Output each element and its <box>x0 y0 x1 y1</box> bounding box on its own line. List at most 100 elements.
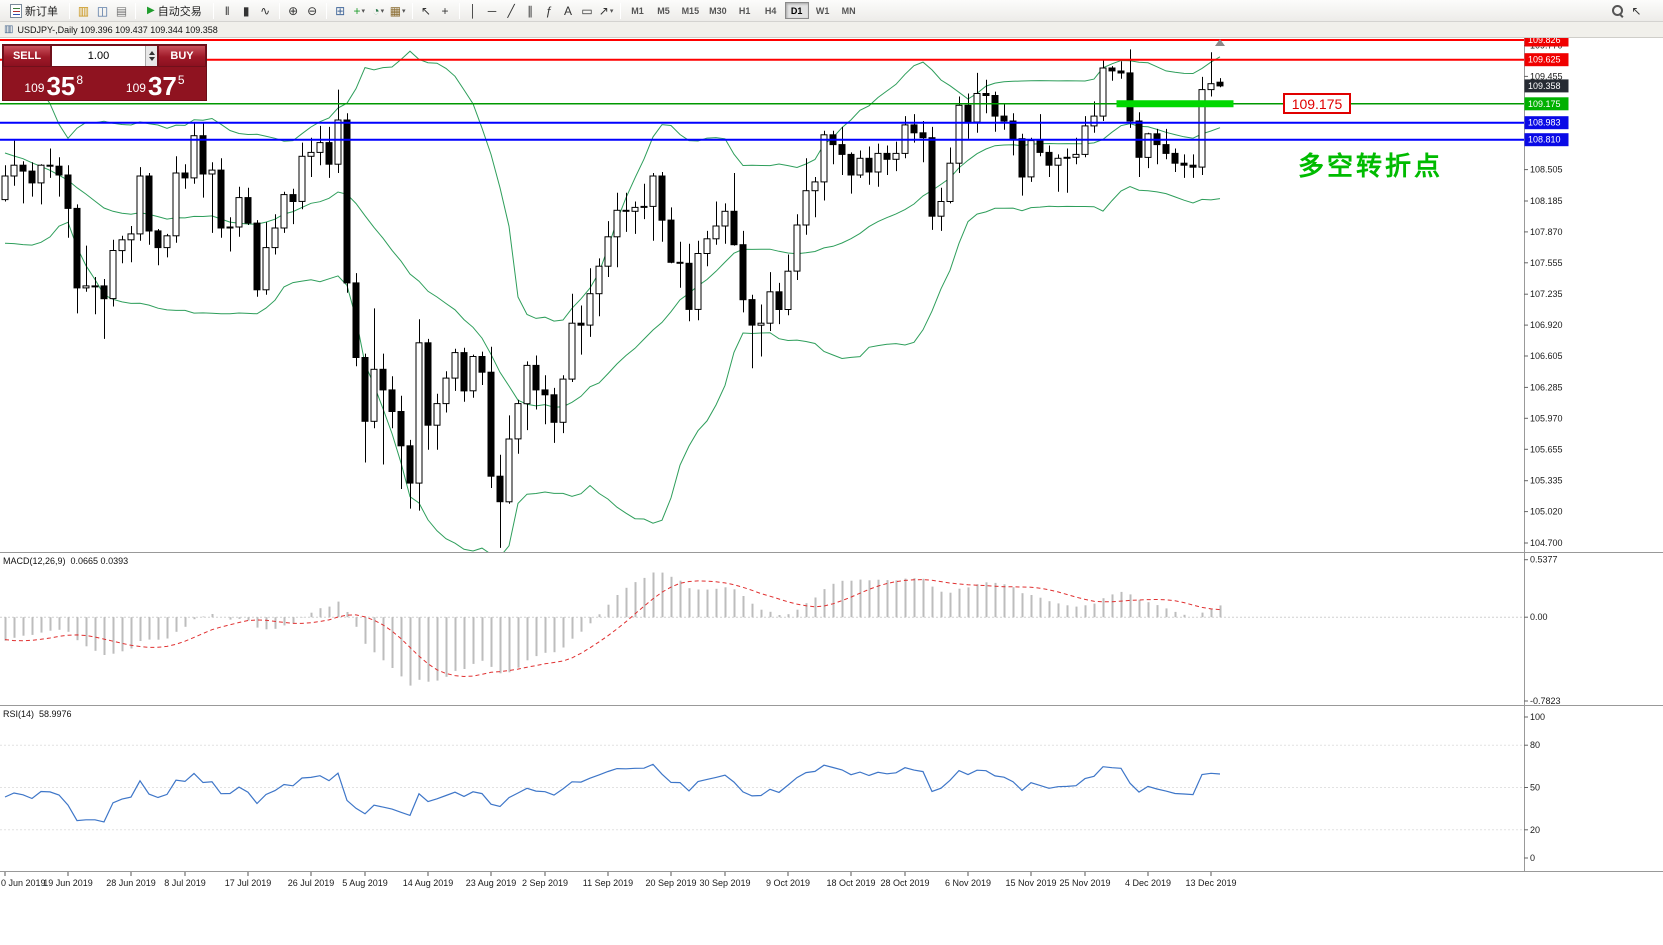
horizontal-line-icon[interactable]: ─ <box>487 3 497 18</box>
time-axis-label: 0 Jun 2019 <box>1 878 46 888</box>
toolbar-group-objects: │ ─ ╱ ∥ ƒ A ▭ ↗ ▾ <box>465 2 615 20</box>
dropdown-caret-icon: ▾ <box>361 7 365 15</box>
chart-window-icon: ▥ <box>4 24 14 35</box>
time-axis-label: 18 Oct 2019 <box>826 878 875 888</box>
rsi-indicator-label: RSI(14) 58.9976 <box>3 709 77 719</box>
time-axis-label: 2 Sep 2019 <box>522 878 568 888</box>
price-axis-badge <box>1524 133 1569 147</box>
price-axis-tick: 105.970 <box>1530 413 1563 423</box>
cursor-icon[interactable]: ↖ <box>421 3 432 18</box>
shapes-icon[interactable]: ↗ ▾ <box>598 3 614 18</box>
time-axis-label: 9 Oct 2019 <box>766 878 810 888</box>
zoom-out-icon[interactable]: ⊖ <box>307 3 318 18</box>
sell-price-prefix: 109 <box>24 81 45 95</box>
chart-window-icon[interactable]: ◫ <box>96 3 109 18</box>
volume-stepper[interactable] <box>145 46 157 66</box>
auto-trading-button[interactable]: ▶ 自动交易 <box>141 1 208 21</box>
toolbar-group-chart-type: ‖ ▮ ∿ <box>219 2 274 20</box>
time-axis-label: 28 Oct 2019 <box>880 878 929 888</box>
price-level-tag[interactable]: 109.175 <box>1283 93 1351 114</box>
timeframe-d1-button[interactable]: D1 <box>784 2 809 19</box>
timeframe-m15-button[interactable]: M15 <box>678 2 704 19</box>
rsi-axis-tick: 50 <box>1530 783 1540 793</box>
price-axis-tick: 108.505 <box>1530 165 1563 175</box>
tile-windows-icon[interactable]: ⊞ <box>335 3 346 18</box>
time-axis-label: 26 Jul 2019 <box>288 878 335 888</box>
rsi-line <box>4 763 1221 823</box>
time-axis-label: 17 Jul 2019 <box>225 878 272 888</box>
time-axis-label: 28 Jun 2019 <box>106 878 156 888</box>
trendline-icon[interactable]: ╱ <box>507 3 515 18</box>
timeframe-m30-button[interactable]: M30 <box>705 2 731 19</box>
sell-button[interactable]: SELL <box>3 45 51 67</box>
main-price-pane <box>4 50 1221 552</box>
price-axis-tick: 104.700 <box>1530 538 1563 548</box>
new-order-button[interactable]: 新订单 <box>4 1 64 21</box>
toolbar-separator <box>619 2 621 19</box>
template-icon[interactable]: ▦ ▾ <box>389 3 406 18</box>
price-axis-badge <box>1524 53 1569 67</box>
toolbar-group-cursor: ↖ + <box>418 2 454 20</box>
periods-icon[interactable]: ◔ ▾ <box>372 3 385 18</box>
toolbar-separator <box>135 2 136 19</box>
time-axis-label: 13 Dec 2019 <box>1185 878 1236 888</box>
stepper-down-icon[interactable] <box>148 57 155 61</box>
macd-indicator-label: MACD(12,26,9) 0.0665 0.0393 <box>3 556 133 566</box>
price-axis-tick: 105.655 <box>1530 444 1563 454</box>
market-watch-icon[interactable]: ▥ <box>77 3 90 18</box>
volume-value: 1.00 <box>87 50 110 62</box>
profiles-icon[interactable]: ▤ <box>115 3 128 18</box>
toolbar-group-market: ▥ ◫ ▤ <box>75 2 130 20</box>
macd-axis-tick: 0.5377 <box>1530 555 1558 565</box>
price-axis-tick: 107.235 <box>1530 289 1563 299</box>
new-order-label: 新订单 <box>25 5 58 18</box>
toolbar: 新订单 ▥ ◫ ▤ ▶ 自动交易 ‖ ▮ ∿ ⊕ ⊖ ⊞ + ▾ ◔ ▾ ▦ ▾ ↖ + │ ─ ╱ ∥ ƒ A ▭… <box>0 0 1663 22</box>
sell-price-main: 35 <box>46 70 76 101</box>
timeframe-switcher: M1 M5 M15 M30 H1 H4 D1 W1 MN <box>626 2 861 19</box>
sell-price-sup: 8 <box>76 73 84 87</box>
timeframe-w1-button[interactable]: W1 <box>811 2 835 19</box>
pointer-icon[interactable]: ↖ <box>1631 3 1642 18</box>
crosshair-icon[interactable]: + <box>441 3 449 18</box>
sell-price[interactable]: 109 35 8 <box>3 67 105 100</box>
search-icon[interactable] <box>1609 2 1626 20</box>
toolbar-separator <box>69 2 70 19</box>
chart-shift-marker[interactable] <box>1215 39 1225 46</box>
rsi-axis-tick: 20 <box>1530 825 1540 835</box>
stepper-up-icon[interactable] <box>148 51 155 55</box>
price-axis-badge-value: 109.358 <box>1528 81 1561 91</box>
time-axis-label: 4 Dec 2019 <box>1125 878 1171 888</box>
price-axis-badge-value: 108.810 <box>1528 135 1561 145</box>
time-axis-label: 6 Nov 2019 <box>945 878 991 888</box>
fibonacci-icon[interactable]: ƒ <box>545 3 553 18</box>
buy-price[interactable]: 109 37 5 <box>105 67 207 100</box>
vertical-line-icon[interactable]: │ <box>469 3 477 18</box>
auto-trading-label: 自动交易 <box>157 5 202 18</box>
turning-point-annotation[interactable]: 多空转折点 <box>1298 151 1444 181</box>
zoom-in-icon[interactable]: ⊕ <box>288 3 299 18</box>
search-icon <box>1611 4 1624 17</box>
buy-button[interactable]: BUY <box>158 45 206 67</box>
toolbar-separator <box>411 2 413 19</box>
macd-axis-tick: -0.7823 <box>1530 696 1561 706</box>
candlestick-chart-icon[interactable]: ▮ <box>242 3 250 18</box>
toolbar-group-zoom: ⊕ ⊖ <box>285 2 321 20</box>
line-chart-icon[interactable]: ∿ <box>260 3 271 18</box>
text-icon[interactable]: A <box>564 3 573 18</box>
price-axis-badge-value: 109.826 <box>1528 35 1561 45</box>
buy-price-prefix: 109 <box>125 81 146 95</box>
price-axis-tick: 108.185 <box>1530 196 1563 206</box>
timeframe-mn-button[interactable]: MN <box>837 2 861 19</box>
add-indicator-icon[interactable]: + ▾ <box>353 3 365 18</box>
dropdown-caret-icon: ▾ <box>609 7 614 15</box>
macd-axis-tick: 0.00 <box>1530 612 1548 622</box>
timeframe-h1-button[interactable]: H1 <box>733 2 757 19</box>
timeframe-m1-button[interactable]: M1 <box>626 2 650 19</box>
channel-icon[interactable]: ∥ <box>527 3 534 18</box>
volume-field[interactable]: 1.00 <box>51 45 158 67</box>
label-icon[interactable]: ▭ <box>581 3 593 18</box>
timeframe-h4-button[interactable]: H4 <box>759 2 783 19</box>
timeframe-m5-button[interactable]: M5 <box>652 2 676 19</box>
bar-chart-icon[interactable]: ‖ <box>224 3 230 18</box>
